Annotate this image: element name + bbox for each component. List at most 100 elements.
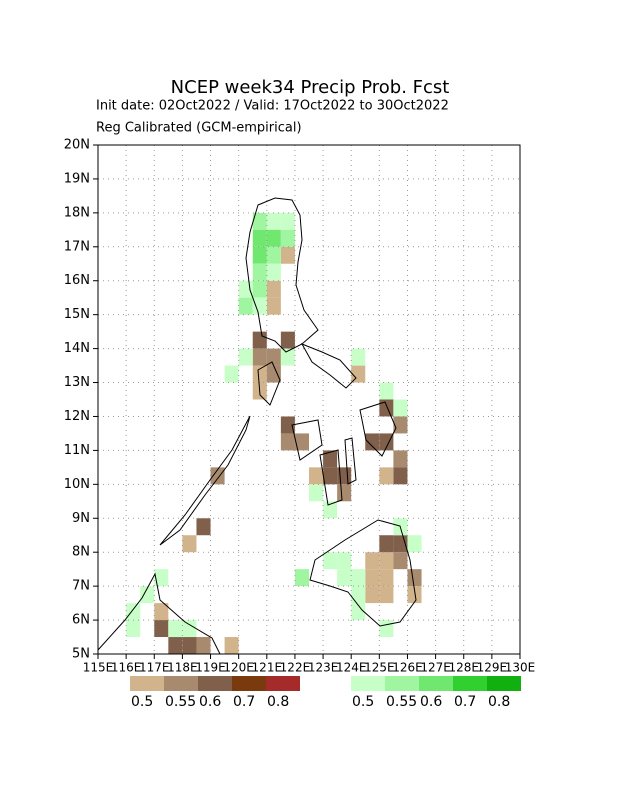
prob-cell — [126, 620, 141, 638]
y-tick-label: 5N — [72, 647, 90, 662]
prob-cell — [280, 246, 295, 264]
coast-cebu — [344, 437, 357, 485]
prob-cell — [126, 603, 141, 621]
legend-swatch — [266, 676, 300, 691]
x-tick-label: 121E — [252, 661, 283, 675]
prob-cell — [393, 552, 408, 570]
prob-cell — [252, 331, 267, 349]
prob-cell — [266, 348, 281, 366]
y-tick-label: 16N — [64, 273, 90, 288]
legend-label: 0.55 — [386, 694, 417, 710]
plot-frame — [97, 144, 521, 655]
prob-cell — [266, 229, 281, 247]
prob-cell — [365, 433, 380, 451]
legend-label: 0.8 — [267, 694, 289, 710]
prob-cell — [182, 535, 197, 553]
prob-cell — [238, 297, 253, 315]
legend-label: 0.7 — [233, 694, 255, 710]
x-tick-label: 124E — [336, 661, 367, 675]
prob-cell — [294, 569, 309, 587]
x-tick-label: 115E — [83, 661, 114, 675]
prob-cell — [210, 467, 225, 485]
prob-cell — [280, 416, 295, 434]
prob-cell — [393, 467, 408, 485]
x-tick-label: 128E — [448, 661, 479, 675]
prob-cell — [224, 637, 239, 654]
legend-swatch — [164, 676, 198, 691]
prob-cell — [309, 467, 324, 485]
coast-samar — [359, 401, 397, 457]
coast-palawan — [159, 415, 251, 546]
prob-cell — [365, 552, 380, 570]
x-tick-label: 127E — [420, 661, 451, 675]
prob-cell — [365, 569, 380, 587]
legend-swatch — [385, 676, 419, 691]
legend-label: 0.7 — [454, 694, 476, 710]
prob-cell — [323, 450, 338, 468]
legend-label: 0.5 — [131, 694, 153, 710]
x-tick-label: 125E — [364, 661, 395, 675]
x-tick-label: 117E — [139, 661, 170, 675]
y-tick-label: 8N — [72, 545, 90, 560]
coast-negros — [319, 449, 343, 506]
coast-panay — [291, 419, 323, 461]
cells-layer — [126, 212, 422, 654]
prob-cell — [351, 603, 366, 621]
prob-cell — [379, 382, 394, 400]
prob-cell — [351, 569, 366, 587]
y-tick-label: 9N — [72, 511, 90, 526]
chart-note: Reg Calibrated (GCM-empirical) — [96, 121, 302, 136]
prob-cell — [224, 365, 239, 383]
legend-swatch — [130, 676, 164, 691]
prob-cell — [182, 620, 197, 638]
prob-cell — [294, 433, 309, 451]
prob-cell — [154, 620, 169, 638]
x-tick-label: 116E — [111, 661, 142, 675]
y-tick-label: 7N — [72, 579, 90, 594]
y-tick-label: 20N — [64, 138, 90, 153]
prob-cell — [252, 263, 267, 281]
prob-cell — [337, 484, 352, 502]
legend-swatch — [351, 676, 385, 691]
prob-cell — [280, 212, 295, 230]
prob-cell — [252, 229, 267, 247]
legend-swatch — [232, 676, 266, 691]
x-tick-label: 130E — [505, 661, 536, 675]
x-tick-label: 120E — [223, 661, 254, 675]
legend-swatch — [198, 676, 232, 691]
y-tick-label: 17N — [64, 239, 90, 254]
y-tick-label: 6N — [72, 613, 90, 628]
prob-cell — [393, 416, 408, 434]
x-tick-label: 118E — [167, 661, 198, 675]
prob-cell — [379, 569, 394, 587]
prob-cell — [154, 603, 169, 621]
prob-cell — [252, 365, 267, 383]
legend-swatch — [487, 676, 521, 691]
y-tick-label: 13N — [64, 375, 90, 390]
prob-cell — [266, 263, 281, 281]
prob-cell — [154, 569, 169, 587]
prob-cell — [252, 348, 267, 366]
prob-cell — [252, 212, 267, 230]
prob-cell — [266, 297, 281, 315]
prob-cell — [379, 535, 394, 553]
prob-cell — [252, 297, 267, 315]
legend-swatch — [453, 676, 487, 691]
coast-luzon — [245, 197, 319, 353]
prob-cell — [379, 586, 394, 604]
prob-cell — [337, 552, 352, 570]
legend-label: 0.6 — [420, 694, 442, 710]
prob-cell — [407, 569, 422, 587]
y-tick-label: 18N — [64, 205, 90, 220]
x-tick-label: 123E — [308, 661, 339, 675]
prob-cell — [407, 535, 422, 553]
y-tick-label: 19N — [64, 171, 90, 186]
y-tick-label: 14N — [64, 341, 90, 356]
prob-cell — [323, 501, 338, 519]
prob-cell — [238, 280, 253, 298]
chart-title: NCEP week34 Precip Prob. Fcst — [171, 77, 450, 98]
prob-cell — [168, 637, 183, 654]
prob-cell — [323, 467, 338, 485]
prob-cell — [351, 586, 366, 604]
prob-cell — [379, 399, 394, 417]
